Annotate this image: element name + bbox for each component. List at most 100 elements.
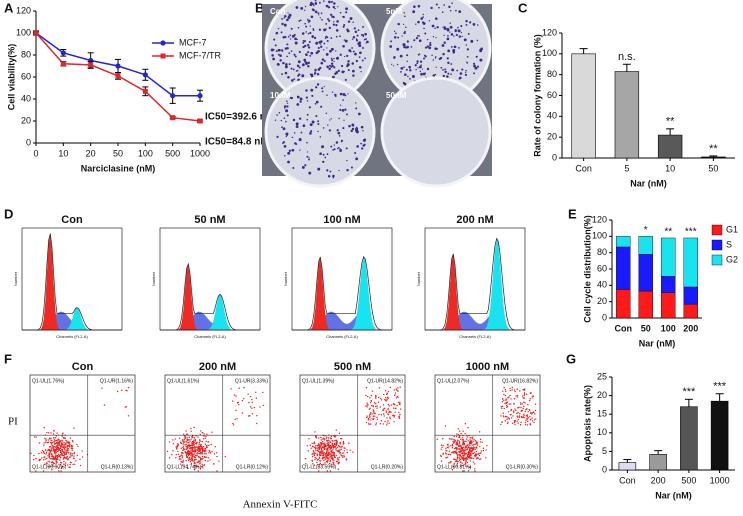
colony: [351, 47, 353, 49]
event: [529, 415, 531, 418]
event: [476, 444, 479, 446]
event: [51, 454, 54, 456]
event: [45, 438, 47, 440]
event: [380, 399, 383, 401]
hist-outline: [22, 233, 122, 331]
event: [191, 449, 193, 451]
event: [534, 403, 537, 405]
event: [174, 438, 177, 440]
event: [448, 438, 451, 440]
event: [205, 435, 207, 438]
colony: [333, 21, 335, 23]
event: [366, 404, 368, 406]
colony: [397, 22, 400, 26]
colony: [287, 36, 290, 38]
event: [368, 414, 371, 416]
event: [445, 457, 447, 459]
colony: [413, 5, 416, 8]
event: [67, 441, 69, 443]
event: [63, 451, 66, 453]
colony: [286, 114, 289, 117]
colony: [456, 69, 459, 72]
event: [330, 457, 332, 459]
event: [446, 446, 449, 449]
colony: [420, 17, 423, 20]
event: [459, 465, 462, 467]
colony: [347, 63, 350, 67]
colony: [282, 142, 284, 144]
event: [171, 454, 173, 456]
colony: [335, 141, 339, 144]
event: [53, 462, 56, 465]
colony: [290, 67, 293, 70]
colony: [455, 33, 458, 37]
colony: [317, 122, 320, 126]
event: [194, 448, 196, 450]
event: [382, 423, 384, 425]
event: [370, 394, 373, 397]
event: [460, 432, 462, 435]
colony: [351, 38, 354, 40]
event: [372, 405, 374, 408]
dot-plot-title: 500 nM: [334, 361, 371, 373]
colony: [306, 118, 309, 121]
event: [516, 412, 518, 415]
event: [510, 398, 512, 400]
event: [388, 410, 391, 413]
colony: [355, 157, 359, 161]
event: [509, 387, 511, 389]
event: [191, 452, 193, 455]
event: [38, 458, 41, 461]
colony: [342, 99, 344, 101]
colony: [441, 11, 444, 14]
event: [238, 403, 240, 406]
event: [325, 456, 328, 458]
event: [503, 415, 505, 418]
event: [232, 424, 235, 426]
event: [366, 415, 368, 417]
colony: [405, 26, 407, 29]
event: [79, 464, 82, 467]
colony: [306, 113, 309, 116]
event: [458, 430, 461, 432]
colony: [347, 69, 350, 72]
colony: [305, 62, 308, 65]
event: [53, 437, 55, 439]
event: [387, 390, 390, 393]
event: [205, 456, 208, 458]
event: [53, 452, 56, 454]
colony: [470, 39, 474, 43]
event: [477, 453, 480, 455]
event: [63, 463, 65, 465]
photo-label: 5nM: [386, 7, 402, 16]
x-tick-label: Con: [619, 475, 636, 485]
event: [196, 446, 199, 449]
x-tick-label: 50: [708, 163, 718, 173]
event: [395, 397, 398, 399]
event: [193, 462, 195, 464]
event: [506, 401, 509, 404]
event: [466, 447, 469, 449]
histogram-frame: [21, 227, 123, 331]
event: [203, 433, 205, 435]
event: [324, 443, 326, 445]
colony: [279, 59, 282, 62]
event: [65, 442, 67, 444]
colony: [322, 127, 325, 129]
colony: [358, 65, 362, 69]
event: [59, 461, 62, 464]
colony: [403, 31, 406, 35]
event: [399, 408, 402, 410]
colony: [330, 145, 333, 148]
event: [186, 464, 188, 467]
event: [124, 406, 127, 408]
event: [455, 459, 457, 462]
colony: [318, 14, 320, 16]
event: [352, 451, 354, 453]
event: [45, 463, 47, 465]
colony: [314, 2, 318, 5]
event: [55, 460, 57, 462]
event: [440, 444, 443, 446]
colony: [289, 38, 292, 40]
event: [182, 446, 184, 449]
